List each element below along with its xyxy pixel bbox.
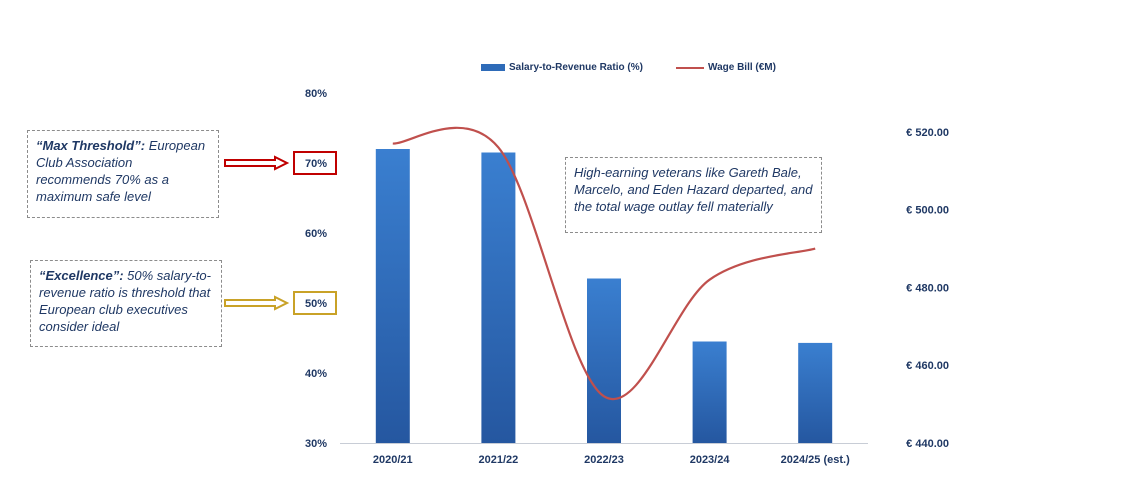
annotation-veterans-text: High-earning veterans like Gareth Bale, … [574, 165, 813, 214]
annotation-excellence-text: 50% salary-to-revenue ratio is threshold… [39, 268, 211, 334]
legend-swatch-line [676, 66, 704, 69]
annotation-excellence-title: “Excellence”: [39, 268, 124, 283]
y-left-tick-label: 70% [305, 158, 327, 170]
excellence-arrow [224, 295, 290, 311]
wage-bill-line [392, 126, 816, 401]
x-tick-label: 2020/21 [373, 454, 413, 466]
y-right-tick-label: € 440.00 [906, 438, 949, 450]
y-left-tick-label: 40% [305, 368, 327, 380]
bar-2020/21 [375, 149, 410, 443]
annotation-excellence: “Excellence”: 50% salary-to-revenue rati… [30, 260, 222, 347]
y-left-tick-label: 80% [305, 88, 327, 100]
legend-item-wage: Wage Bill (€M) [676, 62, 776, 73]
excellence-marker-box [293, 291, 337, 315]
legend-swatch-bar [481, 64, 505, 71]
annotation-max-threshold-title: “Max Threshold”: [36, 138, 146, 153]
bar-2024/25 (est.) [798, 342, 833, 443]
annotation-veterans: High-earning veterans like Gareth Bale, … [565, 157, 822, 233]
bar-2023/24 [692, 341, 727, 443]
y-right-tick-label: € 460.00 [906, 360, 949, 372]
max-threshold-marker-box [293, 151, 337, 175]
x-tick-label: 2023/24 [690, 454, 731, 466]
bar-2021/22 [481, 152, 516, 443]
y-right-tick-label: € 520.00 [906, 127, 949, 139]
y-right-tick-label: € 480.00 [906, 282, 949, 294]
bar-2022/23 [587, 278, 621, 443]
legend-label-wage: Wage Bill (€M) [708, 62, 776, 73]
y-left-tick-label: 30% [305, 438, 327, 450]
x-tick-label: 2022/23 [584, 454, 624, 466]
y-left-tick-label: 60% [305, 228, 327, 240]
legend-item-ratio: Salary-to-Revenue Ratio (%) [481, 62, 643, 73]
y-right-tick-label: € 500.00 [906, 205, 949, 217]
annotation-max-threshold: “Max Threshold”: European Club Associati… [27, 130, 219, 218]
y-left-tick-label: 50% [305, 298, 327, 310]
annotation-max-threshold-text: European Club Association recommends 70%… [36, 138, 206, 204]
max-threshold-arrow [224, 155, 290, 171]
x-tick-label: 2024/25 (est.) [781, 454, 850, 466]
legend-label-ratio: Salary-to-Revenue Ratio (%) [509, 62, 643, 73]
x-tick-label: 2021/22 [479, 454, 519, 466]
